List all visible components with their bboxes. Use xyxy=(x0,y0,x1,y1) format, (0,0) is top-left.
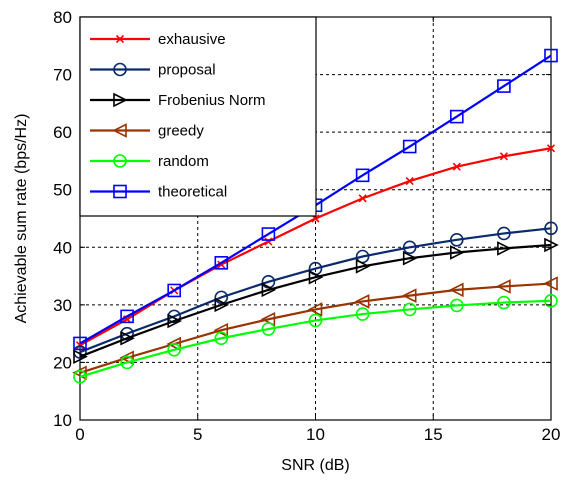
data-point xyxy=(214,290,229,305)
data-point xyxy=(307,302,323,317)
y-tick-label: 80 xyxy=(53,8,72,27)
data-point xyxy=(261,322,276,336)
data-point xyxy=(120,309,134,324)
data-point xyxy=(355,307,370,321)
data-point xyxy=(264,237,273,246)
data-point xyxy=(449,245,465,260)
legend-label: proposal xyxy=(158,62,216,79)
data-point xyxy=(120,330,135,346)
y-tick-label: 20 xyxy=(53,353,72,372)
y-tick-label: 10 xyxy=(53,411,72,430)
data-point xyxy=(452,162,461,171)
y-tick-label: 70 xyxy=(53,66,72,85)
x-tick-label: 15 xyxy=(424,425,443,444)
data-point xyxy=(166,336,181,352)
data-point xyxy=(546,144,556,153)
series-line xyxy=(79,299,552,378)
series-greedy xyxy=(72,276,558,381)
data-point xyxy=(449,282,464,298)
legend-marker xyxy=(115,34,125,44)
legend-item: greedy xyxy=(90,123,204,140)
data-point xyxy=(119,350,134,366)
data-point xyxy=(543,276,558,291)
series-frobenius-norm xyxy=(73,237,559,364)
legend-label: greedy xyxy=(158,123,204,140)
data-point xyxy=(214,297,230,313)
data-point xyxy=(405,177,414,186)
data-point xyxy=(402,302,417,317)
data-point xyxy=(355,258,371,274)
legend-label: exhausive xyxy=(158,31,226,48)
y-axis-label: Achievable sum rate (bps/Hz) xyxy=(13,114,30,324)
x-axis-label: SNR (dB) xyxy=(281,457,349,474)
legend-label: theoretical xyxy=(158,184,227,201)
data-point xyxy=(402,250,418,266)
data-point xyxy=(308,313,323,328)
data-point xyxy=(167,313,182,329)
axis-ticks: 0 5 10 15 20 10 20 30 40 50 60 70 80 xyxy=(53,8,560,444)
data-point xyxy=(73,349,88,364)
data-point xyxy=(544,48,558,63)
data-point xyxy=(449,298,464,313)
legend-item: Frobenius Norm xyxy=(90,92,266,109)
legend-label: Frobenius Norm xyxy=(158,92,266,109)
data-point xyxy=(355,168,370,183)
x-tick-label: 5 xyxy=(193,425,202,444)
data-point xyxy=(120,355,134,370)
data-point xyxy=(73,336,87,351)
series-layer xyxy=(72,48,559,384)
data-point xyxy=(402,139,417,154)
x-tick-label: 20 xyxy=(542,425,561,444)
legend-marker xyxy=(113,92,128,108)
data-point xyxy=(449,233,464,247)
legend-label: random xyxy=(158,153,209,170)
data-point xyxy=(497,241,512,256)
x-tick-label: 0 xyxy=(75,425,84,444)
data-point xyxy=(544,294,558,308)
data-point xyxy=(354,294,370,309)
y-tick-label: 40 xyxy=(53,238,72,257)
y-tick-label: 30 xyxy=(53,296,72,315)
data-point xyxy=(401,288,417,303)
legend: exhausive proposal Frobenius Norm greedy ran… xyxy=(79,16,317,217)
data-point xyxy=(261,227,276,241)
series-proposal xyxy=(73,221,558,359)
series-random xyxy=(73,294,558,384)
data-point xyxy=(544,221,558,236)
data-point xyxy=(544,237,559,253)
series-line xyxy=(79,227,552,354)
y-tick-label: 60 xyxy=(53,123,72,142)
data-point xyxy=(499,152,508,161)
data-point xyxy=(167,342,181,357)
data-point xyxy=(358,194,367,203)
data-point xyxy=(449,109,464,124)
data-point xyxy=(308,269,324,285)
data-point xyxy=(261,275,276,289)
data-point xyxy=(73,370,87,384)
y-tick-label: 50 xyxy=(53,181,72,200)
data-point xyxy=(497,295,511,310)
legend-item: exhausive xyxy=(90,31,226,48)
data-point xyxy=(167,283,181,298)
legend-box xyxy=(79,16,317,217)
legend-marker xyxy=(113,154,127,168)
series-line xyxy=(79,243,552,358)
series-line xyxy=(79,282,552,374)
data-point xyxy=(496,279,511,294)
data-point xyxy=(497,226,511,241)
data-point xyxy=(214,331,229,346)
legend-marker xyxy=(113,184,127,199)
legend-item: random xyxy=(90,153,209,170)
data-point xyxy=(213,322,229,338)
legend-marker xyxy=(113,62,127,77)
legend-item: theoretical xyxy=(90,184,227,201)
data-point xyxy=(402,240,417,255)
data-point xyxy=(214,256,229,270)
data-point xyxy=(261,282,277,298)
data-point xyxy=(497,79,511,93)
legend-marker xyxy=(112,123,127,138)
x-tick-label: 10 xyxy=(306,425,325,444)
legend-item: proposal xyxy=(90,62,216,79)
